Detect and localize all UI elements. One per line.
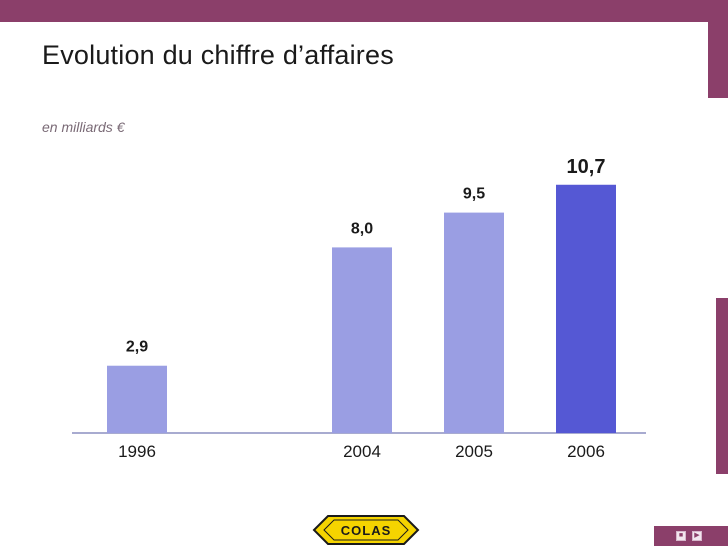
bar-1996 bbox=[107, 365, 167, 433]
data-label-2004: 8,0 bbox=[351, 220, 373, 237]
right-accent-bar bbox=[708, 22, 728, 98]
chart-subtitle: en milliards € bbox=[42, 119, 125, 135]
colas-logo: COLAS bbox=[312, 515, 420, 545]
right-accent-bar-lower bbox=[716, 298, 728, 474]
x-tick-label-2004: 2004 bbox=[343, 442, 381, 461]
x-tick-label-2006: 2006 bbox=[567, 442, 605, 461]
x-tick-label-1996: 1996 bbox=[118, 442, 156, 461]
data-label-2006: 10,7 bbox=[567, 156, 606, 178]
square-icon[interactable]: ■ bbox=[676, 531, 686, 541]
top-banner bbox=[0, 0, 728, 22]
data-label-2005: 9,5 bbox=[463, 186, 485, 203]
bar-2004 bbox=[332, 247, 392, 433]
play-icon[interactable]: ▶ bbox=[692, 531, 702, 541]
x-tick-label-2005: 2005 bbox=[455, 442, 493, 461]
nav-panel bbox=[654, 526, 728, 546]
page-title: Evolution du chiffre d’affaires bbox=[42, 40, 394, 70]
logo-text: COLAS bbox=[341, 523, 392, 538]
bar-2006 bbox=[556, 184, 616, 433]
bar-2005 bbox=[444, 212, 504, 433]
data-label-1996: 2,9 bbox=[126, 339, 148, 356]
